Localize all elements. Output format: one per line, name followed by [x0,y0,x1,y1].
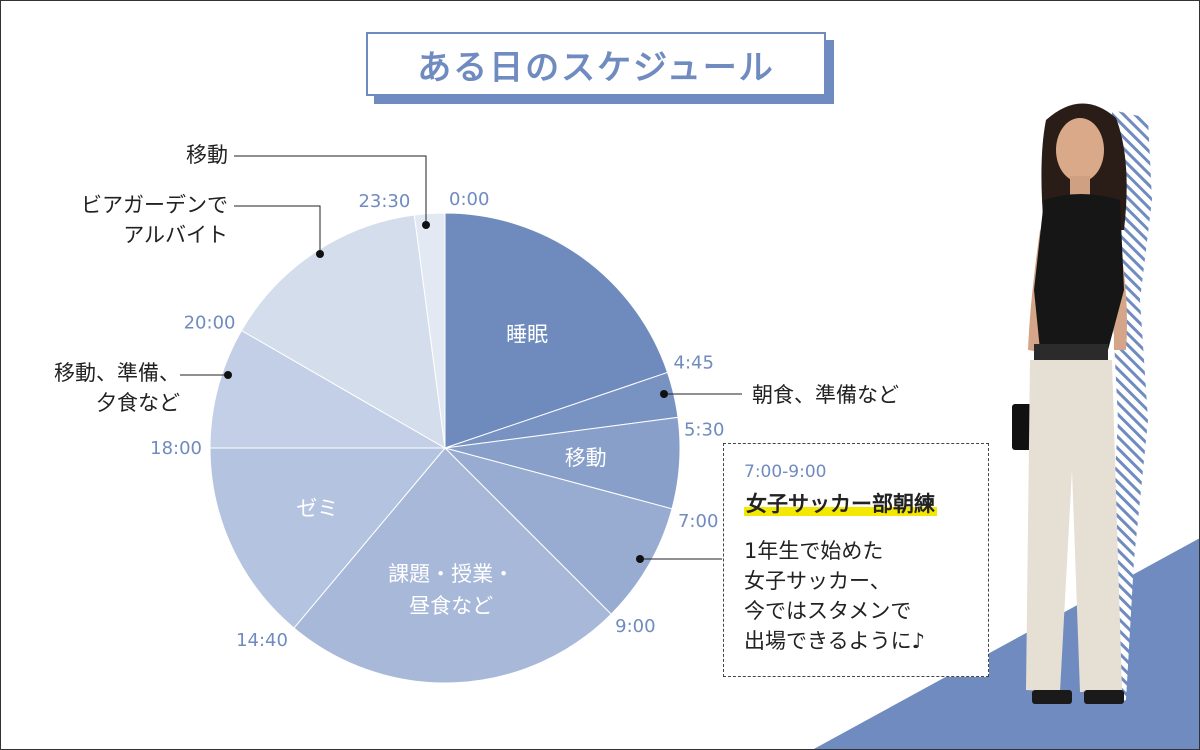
info-desc-line: 女子サッカー、 [744,569,891,593]
annotation-evening: 移動、準備、 夕食など [20,358,180,418]
leader-dot [636,555,644,563]
slice-label: 課題・授業・昼食など [388,562,514,618]
leader-dot [660,390,668,398]
leader-move-night [234,155,427,225]
pie-slice [209,329,447,449]
annotation-evening-line2: 夕食など [96,391,180,415]
info-title: 女子サッカー部朝練 [744,488,937,518]
annotation-beer-garden: ビアガーデンで アルバイト [40,190,228,250]
leader-dot [316,250,324,258]
annotation-breakfast: 朝食、準備など [752,383,899,407]
pie-slice [413,212,446,449]
time-tick-label: 14:40 [236,630,288,651]
slice-label: 睡眠 [506,322,548,346]
annotation-evening-line1: 移動、準備、 [54,361,180,385]
page-title: ある日のスケジュール [366,32,826,96]
black-top [1034,194,1124,350]
slice-label: ゼミ [296,497,338,521]
time-tick-label: 0:00 [449,189,489,210]
pie-slice [240,214,446,449]
time-tick-label: 5:30 [684,419,724,440]
info-time: 7:00-9:00 [744,462,827,482]
annotation-beer-line1: ビアガーデンで [81,193,228,217]
time-tick-label: 18:00 [150,438,202,459]
time-tick-label: 7:00 [678,511,718,532]
info-desc-line: 今ではスタメンで [744,599,912,623]
annotation-move-night: 移動 [186,143,228,167]
pie-slice [293,447,612,684]
pie-slice [444,212,669,449]
slice-label: 移動 [565,446,607,470]
leader-dot [422,221,430,229]
info-description: 1年生で始めた 女子サッカー、 今ではスタメンで 出場できるように♪ [744,536,925,656]
pie-slice [443,447,673,615]
face [1056,118,1104,182]
time-tick-label: 9:00 [615,616,655,637]
wide-pants [1026,360,1122,692]
info-title-text: 女子サッカー部朝練 [744,492,937,516]
info-desc-line: 1年生で始めた [744,539,884,563]
time-tick-label: 23:30 [358,191,410,212]
belt [1034,344,1108,360]
leader-dot [224,371,232,379]
time-tick-label: 4:45 [674,352,714,373]
annotation-beer-line2: アルバイト [123,223,228,247]
info-desc-line: 出場できるように♪ [744,629,925,653]
info-box-morning-practice: 7:00-9:00 女子サッカー部朝練 1年生で始めた 女子サッカー、 今ではス… [723,443,989,677]
pie-slice [209,447,447,629]
leader-beer-garden [234,205,321,254]
time-tick-label: 20:00 [184,313,236,334]
